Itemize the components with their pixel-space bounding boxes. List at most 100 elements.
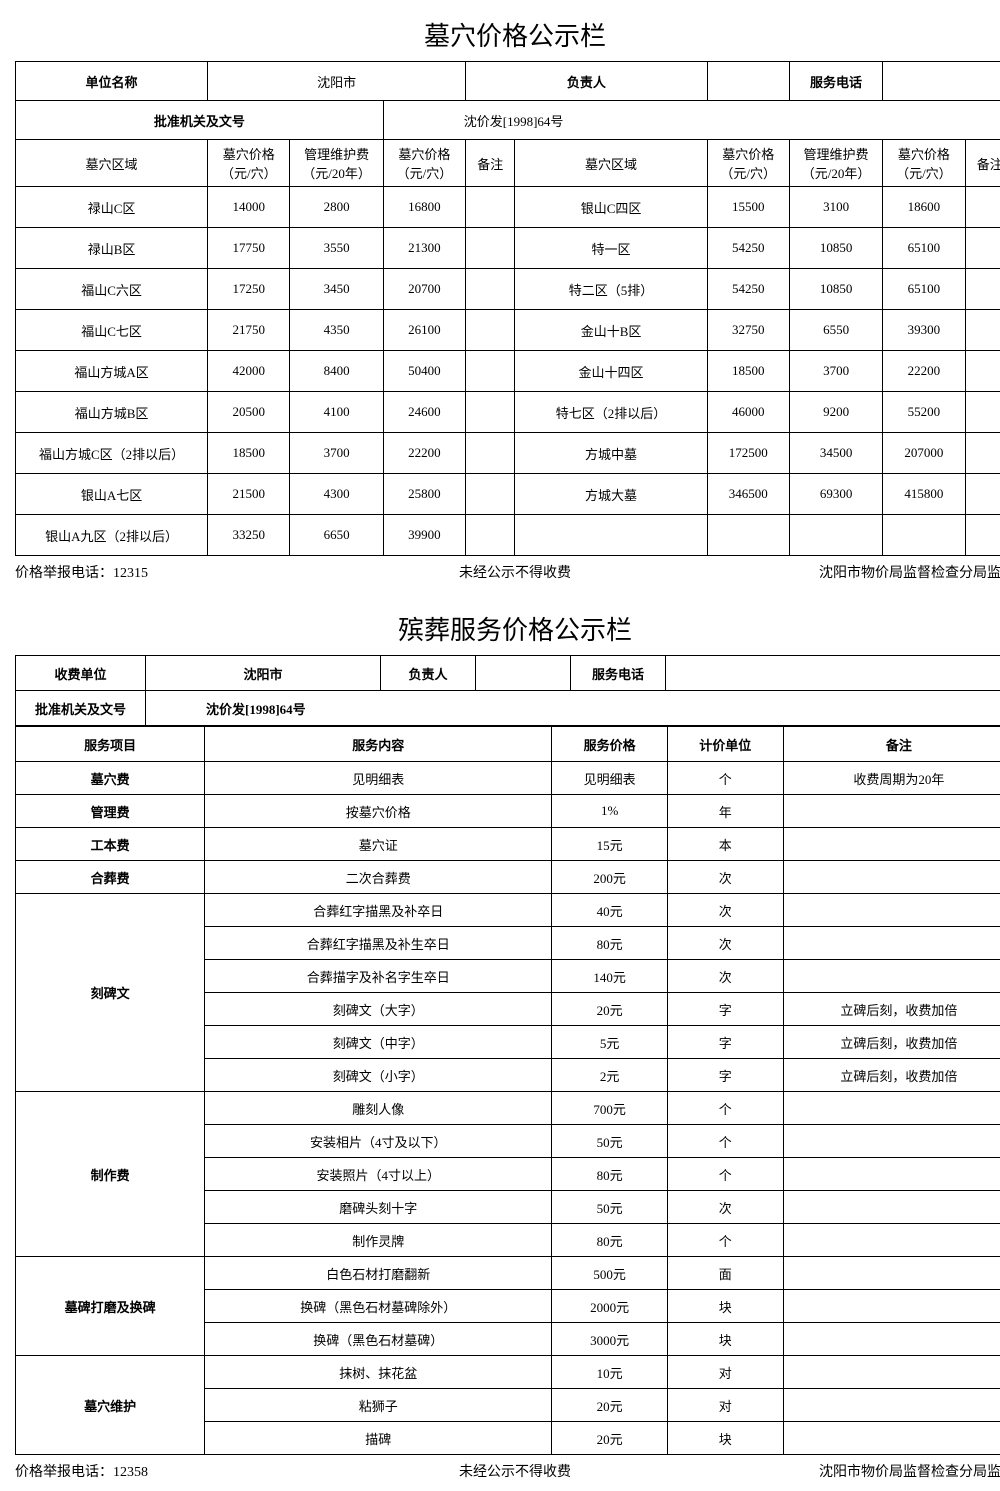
cell: 对 xyxy=(667,1356,783,1389)
cell: 20500 xyxy=(208,392,290,433)
col-header: 管理维护费（元/20年） xyxy=(789,140,882,187)
service-name-cell: 墓穴维护 xyxy=(16,1356,205,1455)
cell: 80元 xyxy=(552,927,668,960)
cell: 银山A九区（2排以后） xyxy=(16,515,208,556)
cell: 特二区（5排） xyxy=(515,269,707,310)
cell: 17750 xyxy=(208,228,290,269)
cell xyxy=(783,1224,1000,1257)
cell: 40元 xyxy=(552,894,668,927)
phone-value2 xyxy=(666,656,1000,691)
cell: 换碑（黑色石材墓碑除外） xyxy=(205,1290,552,1323)
cell xyxy=(965,474,1000,515)
cell xyxy=(466,351,515,392)
cell: 个 xyxy=(667,1224,783,1257)
cell: 140元 xyxy=(552,960,668,993)
approval-label2: 批准机关及文号 xyxy=(16,691,146,726)
cell: 年 xyxy=(667,795,783,828)
table-row: 银山A九区（2排以后）33250665039900 xyxy=(16,515,1000,556)
cell: 见明细表 xyxy=(552,762,668,795)
cell: 面 xyxy=(667,1257,783,1290)
person-value xyxy=(707,62,789,101)
cell: 25800 xyxy=(383,474,465,515)
cell: 10元 xyxy=(552,1356,668,1389)
table-row: 刻碑文合葬红字描黑及补卒日40元次 xyxy=(16,894,1000,927)
cell xyxy=(965,351,1000,392)
table-row: 禄山B区17750355021300特一区542501085065100 xyxy=(16,228,1000,269)
cell: 次 xyxy=(667,960,783,993)
service-name-cell: 制作费 xyxy=(16,1092,205,1257)
cell: 15500 xyxy=(707,187,789,228)
col-header: 备注 xyxy=(965,140,1000,187)
cell: 42000 xyxy=(208,351,290,392)
cell xyxy=(783,795,1000,828)
cell: 字 xyxy=(667,993,783,1026)
cell: 次 xyxy=(667,1191,783,1224)
cell xyxy=(783,927,1000,960)
cell: 2800 xyxy=(290,187,383,228)
cell: 特一区 xyxy=(515,228,707,269)
cell: 172500 xyxy=(707,433,789,474)
cell xyxy=(965,187,1000,228)
person-label: 负责人 xyxy=(466,62,708,101)
table-row: 管理费按墓穴价格1%年 xyxy=(16,795,1000,828)
cell: 福山C六区 xyxy=(16,269,208,310)
table-row: 福山C七区21750435026100金山十B区32750655039300 xyxy=(16,310,1000,351)
cell: 特七区（2排以后） xyxy=(515,392,707,433)
cell: 700元 xyxy=(552,1092,668,1125)
cell: 3100 xyxy=(789,187,882,228)
cell xyxy=(466,515,515,556)
unit-value2: 沈阳市 xyxy=(146,656,381,691)
cell: 本 xyxy=(667,828,783,861)
cell: 8400 xyxy=(290,351,383,392)
cell: 立碑后刻，收费加倍 xyxy=(783,1059,1000,1092)
cell xyxy=(783,1356,1000,1389)
cell xyxy=(515,515,707,556)
cell: 26100 xyxy=(383,310,465,351)
table-row: 工本费墓穴证15元本 xyxy=(16,828,1000,861)
cell: 55200 xyxy=(883,392,965,433)
cell xyxy=(965,310,1000,351)
cell: 合葬红字描黑及补卒日 xyxy=(205,894,552,927)
section2-services-table: 服务项目服务内容服务价格计价单位备注 墓穴费见明细表见明细表个收费周期为20年管… xyxy=(15,726,1000,1455)
cell xyxy=(783,861,1000,894)
cell: 二次合葬费 xyxy=(205,861,552,894)
cell: 3700 xyxy=(290,433,383,474)
cell: 立碑后刻，收费加倍 xyxy=(783,1026,1000,1059)
table-row: 墓碑打磨及换碑白色石材打磨翻新500元面 xyxy=(16,1257,1000,1290)
cell xyxy=(466,433,515,474)
cell: 福山方城B区 xyxy=(16,392,208,433)
cell: 块 xyxy=(667,1422,783,1455)
cell: 块 xyxy=(667,1323,783,1356)
cell: 20700 xyxy=(383,269,465,310)
cell: 69300 xyxy=(789,474,882,515)
person-value2 xyxy=(476,656,571,691)
section2-table: 收费单位 沈阳市 负责人 服务电话 批准机关及文号 沈价发[1998]64号 xyxy=(15,655,1000,726)
cell: 3700 xyxy=(789,351,882,392)
cell: 20元 xyxy=(552,1389,668,1422)
cell: 20元 xyxy=(552,1422,668,1455)
col-header: 服务项目 xyxy=(16,727,205,762)
cell: 6550 xyxy=(789,310,882,351)
cell: 立碑后刻，收费加倍 xyxy=(783,993,1000,1026)
cell xyxy=(783,1158,1000,1191)
cell: 对 xyxy=(667,1389,783,1422)
cell xyxy=(965,392,1000,433)
person-label2: 负责人 xyxy=(381,656,476,691)
approval-label: 批准机关及文号 xyxy=(16,101,384,140)
col-header: 墓穴价格（元/穴） xyxy=(383,140,465,187)
cell: 10850 xyxy=(789,269,882,310)
col-header: 备注 xyxy=(783,727,1000,762)
cell xyxy=(783,894,1000,927)
cell: 方城中墓 xyxy=(515,433,707,474)
service-name-cell: 墓穴费 xyxy=(16,762,205,795)
cell: 18600 xyxy=(883,187,965,228)
cell xyxy=(783,1323,1000,1356)
cell: 18500 xyxy=(707,351,789,392)
cell: 刻碑文（中字） xyxy=(205,1026,552,1059)
cell: 54250 xyxy=(707,228,789,269)
cell: 白色石材打磨翻新 xyxy=(205,1257,552,1290)
cell: 刻碑文（大字） xyxy=(205,993,552,1026)
cell: 刻碑文（小字） xyxy=(205,1059,552,1092)
col-header: 管理维护费（元/20年） xyxy=(290,140,383,187)
table-row: 银山A七区21500430025800方城大墓34650069300415800 xyxy=(16,474,1000,515)
